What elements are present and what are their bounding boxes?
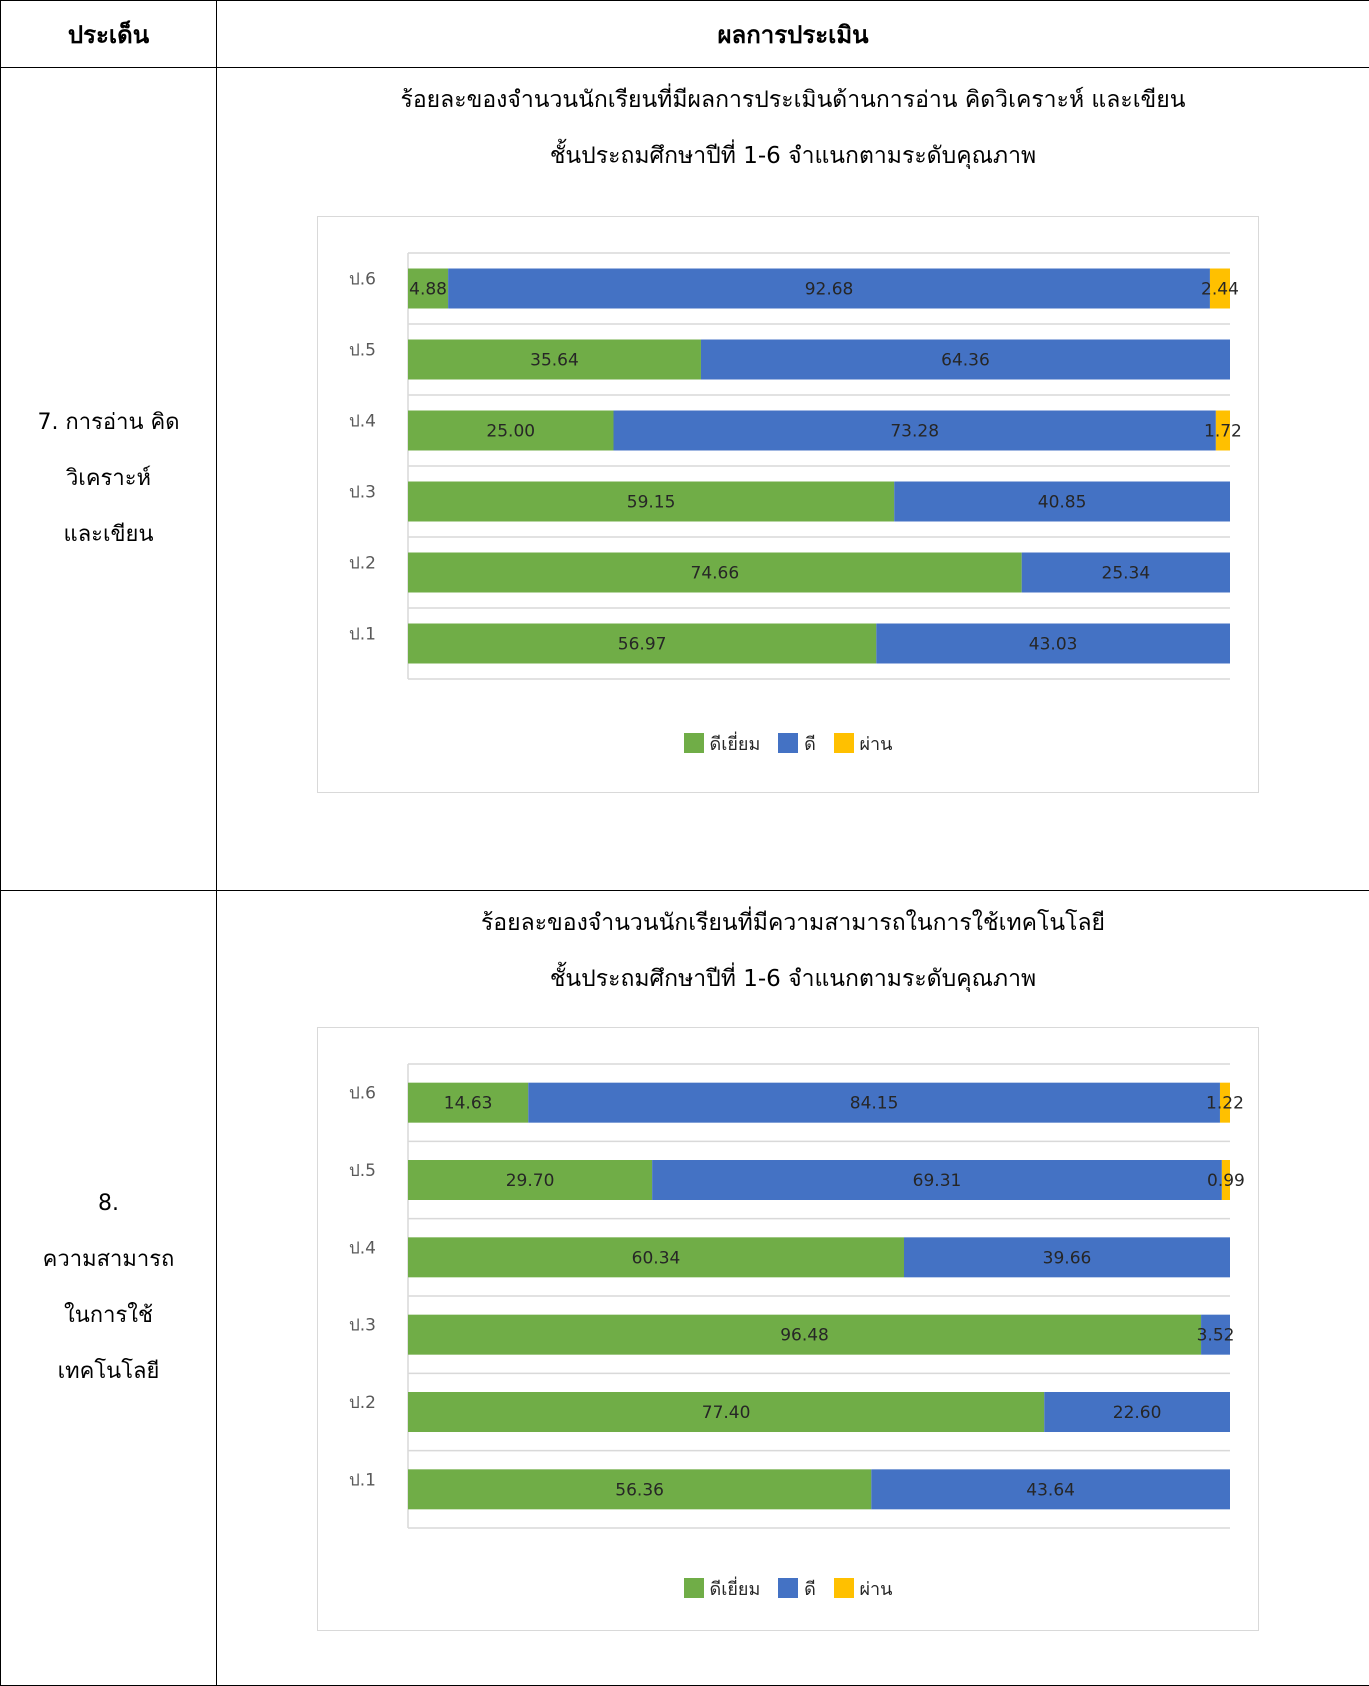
topic-cell-7: 7. การอ่าน คิด วิเคราะห์ และเขียน	[1, 68, 217, 891]
data-label: 73.28	[890, 422, 939, 442]
chart-7: ป.6 4.88 92.68 2.44 ป.5 35.64 64.36 ป.4 25.00 73.…	[318, 217, 1258, 792]
result-cell-8: ร้อยละของจำนวนนักเรียนที่มีความสามารถในก…	[217, 891, 1369, 1686]
topic-line: วิเคราะห์	[1, 451, 216, 507]
chart-title-line: ชั้นประถมศึกษาปีที่ 1-6 จำแนกตามระดับคุณ…	[217, 951, 1369, 1007]
legend-item-excellent: ดีเยี่ยม	[684, 729, 761, 758]
topic-line: 8.	[1, 1176, 216, 1232]
data-label: 56.36	[615, 1480, 664, 1500]
result-cell-7: ร้อยละของจำนวนนักเรียนที่มีผลการประเมินด…	[217, 68, 1369, 891]
chart-7-legend: ดีเยี่ยม ดี ผ่าน	[318, 729, 1258, 758]
legend-item-pass: ผ่าน	[834, 729, 893, 758]
category-tick-label: ป.4	[349, 1238, 376, 1258]
data-label: 1.72	[1204, 422, 1242, 442]
data-label: 22.60	[1113, 1403, 1162, 1423]
chart-8-frame: ป.6 14.63 84.15 1.22 ป.5 29.70 69.31 0.99 ป.4 60.…	[317, 1027, 1259, 1631]
data-label: 1.22	[1206, 1094, 1244, 1114]
topic-line: 7. การอ่าน คิด	[1, 395, 216, 451]
chart-title-line: ชั้นประถมศึกษาปีที่ 1-6 จำแนกตามระดับคุณ…	[217, 128, 1369, 184]
legend-item-excellent: ดีเยี่ยม	[684, 1574, 761, 1603]
topic-line: ในการใช้	[1, 1288, 216, 1344]
data-label: 14.63	[444, 1094, 493, 1114]
data-label: 39.66	[1043, 1248, 1092, 1268]
data-label: 96.48	[780, 1326, 829, 1346]
data-label: 64.36	[941, 351, 990, 371]
data-label: 25.34	[1102, 564, 1151, 584]
chart-title-line: ร้อยละของจำนวนนักเรียนที่มีผลการประเมินด…	[217, 72, 1369, 128]
legend-label: ดีเยี่ยม	[710, 734, 761, 755]
data-label: 29.70	[506, 1171, 555, 1191]
chart-7-frame: ป.6 4.88 92.68 2.44 ป.5 35.64 64.36 ป.4 25.00 73.…	[317, 216, 1259, 793]
legend-label: ดี	[804, 734, 816, 755]
legend-label: ผ่าน	[860, 734, 893, 755]
chart-title-line: ร้อยละของจำนวนนักเรียนที่มีความสามารถในก…	[217, 895, 1369, 951]
category-tick-label: ป.3	[349, 483, 376, 503]
legend-item-good: ดี	[778, 729, 816, 758]
header-topic: ประเด็น	[1, 1, 217, 68]
data-label: 69.31	[913, 1171, 962, 1191]
category-tick-label: ป.5	[349, 341, 376, 361]
category-tick-label: ป.6	[349, 270, 376, 290]
legend-label: ดีเยี่ยม	[710, 1579, 761, 1600]
chart-8-legend: ดีเยี่ยม ดี ผ่าน	[318, 1574, 1258, 1603]
topic-cell-8: 8. ความสามารถ ในการใช้ เทคโนโลยี	[1, 891, 217, 1686]
topic-line: เทคโนโลยี	[1, 1344, 216, 1400]
legend-label: ผ่าน	[860, 1579, 893, 1600]
data-label: 40.85	[1038, 493, 1087, 513]
category-tick-label: ป.5	[349, 1161, 376, 1181]
data-label: 92.68	[805, 280, 854, 300]
data-label: 25.00	[486, 422, 535, 442]
data-label: 74.66	[691, 564, 740, 584]
data-label: 56.97	[618, 635, 667, 655]
data-label: 43.03	[1029, 635, 1078, 655]
data-label: 2.44	[1201, 280, 1239, 300]
data-label: 4.88	[409, 280, 447, 300]
header-result: ผลการประเมิน	[217, 1, 1369, 68]
category-tick-label: ป.2	[349, 1393, 376, 1413]
data-label: 3.52	[1197, 1326, 1235, 1346]
topic-line: และเขียน	[1, 507, 216, 563]
data-label: 59.15	[627, 493, 676, 513]
category-tick-label: ป.4	[349, 412, 376, 432]
category-tick-label: ป.2	[349, 554, 376, 574]
data-label: 77.40	[702, 1403, 751, 1423]
data-label: 84.15	[850, 1094, 899, 1114]
data-label: 0.99	[1207, 1171, 1245, 1191]
chart-8: ป.6 14.63 84.15 1.22 ป.5 29.70 69.31 0.99 ป.4 60.…	[318, 1028, 1258, 1630]
legend-label: ดี	[804, 1579, 816, 1600]
data-label: 43.64	[1026, 1480, 1075, 1500]
legend-item-pass: ผ่าน	[834, 1574, 893, 1603]
data-label: 35.64	[530, 351, 579, 371]
category-tick-label: ป.1	[349, 1470, 376, 1490]
category-tick-label: ป.1	[349, 625, 376, 645]
data-label: 60.34	[632, 1248, 681, 1268]
category-tick-label: ป.3	[349, 1316, 376, 1336]
legend-item-good: ดี	[778, 1574, 816, 1603]
category-tick-label: ป.6	[349, 1084, 376, 1104]
topic-line: ความสามารถ	[1, 1232, 216, 1288]
